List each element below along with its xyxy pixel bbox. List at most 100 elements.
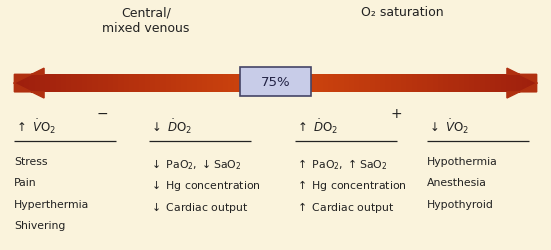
Bar [19,75,24,92]
Bar [479,75,485,92]
Text: $\downarrow$ PaO$_2$, $\downarrow$SaO$_2$: $\downarrow$ PaO$_2$, $\downarrow$SaO$_2… [149,156,241,171]
Bar [56,75,61,92]
Bar [87,75,93,92]
Bar [506,75,511,92]
Text: $\uparrow$ $\dot{V}$O$_2$: $\uparrow$ $\dot{V}$O$_2$ [14,116,56,135]
Bar [412,75,417,92]
Text: $\downarrow$ Cardiac output: $\downarrow$ Cardiac output [149,199,248,214]
Bar [118,75,123,92]
Bar [265,75,271,92]
Bar [240,68,311,96]
Bar [244,75,249,92]
Bar [98,75,103,92]
Bar [260,75,265,92]
Bar [129,75,134,92]
Bar [469,75,474,92]
Bar [485,75,490,92]
Bar [186,75,192,92]
Text: $\uparrow$ Cardiac output: $\uparrow$ Cardiac output [295,199,394,214]
FancyArrow shape [14,69,44,98]
Bar [338,75,344,92]
Bar [176,75,181,92]
Bar [516,75,521,92]
Bar [181,75,186,92]
Bar [213,75,218,92]
Bar [45,75,51,92]
Bar [108,75,114,92]
Text: −: − [96,107,108,121]
Bar [228,75,234,92]
Text: Stress: Stress [14,156,47,166]
Bar [344,75,349,92]
Bar [375,75,380,92]
Bar [40,75,45,92]
Bar [255,75,260,92]
Bar [495,75,500,92]
Bar [370,75,375,92]
Bar [453,75,458,92]
Bar [474,75,479,92]
Bar [249,75,255,92]
Bar [197,75,202,92]
Bar [464,75,469,92]
Bar [307,75,312,92]
Bar [302,75,307,92]
Bar [365,75,370,92]
Text: 75%: 75% [261,76,290,88]
Bar [296,75,302,92]
Bar [14,75,19,92]
Bar [291,75,296,92]
Bar [207,75,213,92]
Bar [276,75,280,92]
Bar [223,75,228,92]
Bar [428,75,433,92]
Bar [144,75,150,92]
Bar [165,75,171,92]
Bar [123,75,129,92]
Bar [417,75,422,92]
Text: Hypothyroid: Hypothyroid [427,199,494,209]
Bar [66,75,72,92]
Bar [406,75,412,92]
Bar [401,75,406,92]
Bar [77,75,82,92]
Bar [35,75,40,92]
Text: $\downarrow$ Hg concentration: $\downarrow$ Hg concentration [149,178,261,192]
Bar [239,75,244,92]
Bar [323,75,328,92]
Text: $\uparrow$ $\dot{D}$O$_2$: $\uparrow$ $\dot{D}$O$_2$ [295,116,338,135]
Bar [114,75,118,92]
Text: Hypothermia: Hypothermia [427,156,498,166]
Bar [160,75,165,92]
Bar [380,75,386,92]
Bar [433,75,437,92]
Bar [51,75,56,92]
Bar [286,75,291,92]
Text: Pain: Pain [14,178,36,188]
Bar [134,75,139,92]
Bar [443,75,449,92]
Bar [422,75,428,92]
Text: $\downarrow$ $\dot{D}$O$_2$: $\downarrow$ $\dot{D}$O$_2$ [149,116,192,135]
Text: O₂ saturation: O₂ saturation [361,6,444,19]
Bar [72,75,77,92]
Bar [280,75,286,92]
Bar [437,75,443,92]
Bar [61,75,66,92]
Text: Shivering: Shivering [14,220,65,230]
Text: Hyperthermia: Hyperthermia [14,199,89,209]
Text: Central/
mixed venous: Central/ mixed venous [102,6,190,35]
Bar [354,75,359,92]
Bar [511,75,516,92]
Bar [202,75,207,92]
Text: +: + [391,107,403,121]
Text: Anesthesia: Anesthesia [427,178,487,188]
Text: $\uparrow$ Hg concentration: $\uparrow$ Hg concentration [295,178,407,192]
Bar [234,75,239,92]
Bar [458,75,464,92]
Bar [349,75,354,92]
Bar [102,75,108,92]
FancyArrow shape [507,69,537,98]
Bar [386,75,391,92]
Bar [396,75,401,92]
